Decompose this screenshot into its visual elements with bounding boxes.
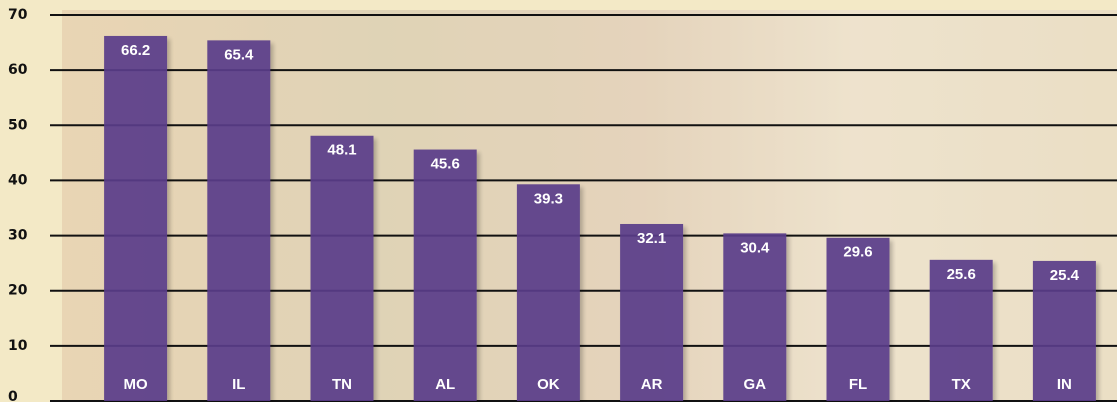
value-label: 65.4	[224, 46, 254, 63]
bar	[1032, 260, 1096, 401]
y-tick-label: 10	[8, 338, 28, 354]
y-tick-label: 0	[8, 389, 18, 402]
x-tick-label: AL	[435, 376, 455, 393]
y-tick-label: 30	[8, 228, 28, 244]
bar	[620, 223, 684, 401]
value-label: 29.6	[843, 244, 872, 261]
x-tick-label: IN	[1057, 376, 1072, 393]
y-tick-label: 60	[8, 62, 28, 78]
x-tick-label: OK	[537, 376, 560, 393]
x-tick-label: GA	[744, 376, 767, 393]
x-tick-label: FL	[849, 376, 867, 393]
value-label: 48.1	[327, 142, 356, 159]
x-tick-label: IL	[232, 376, 245, 393]
bar	[929, 259, 993, 401]
x-tick-label: TX	[952, 376, 971, 393]
value-label: 25.4	[1050, 267, 1080, 284]
value-label: 66.2	[121, 42, 150, 59]
x-tick-label: AR	[641, 376, 663, 393]
value-label: 30.4	[740, 239, 770, 256]
value-label: 25.6	[947, 266, 976, 283]
value-label: 32.1	[637, 230, 666, 247]
x-tick-label: MO	[124, 376, 148, 393]
value-label: 45.6	[431, 156, 460, 173]
bar	[723, 233, 787, 401]
y-tick-label: 50	[8, 117, 28, 133]
x-tick-label: TN	[332, 376, 352, 393]
y-tick-label: 40	[8, 172, 28, 188]
bar	[104, 35, 168, 401]
bar	[207, 40, 271, 401]
y-tick-label: 70	[8, 7, 28, 23]
bar	[516, 184, 580, 401]
value-label: 39.3	[534, 190, 563, 207]
bar	[413, 149, 477, 401]
bar	[826, 237, 890, 401]
bar	[310, 135, 374, 401]
y-tick-label: 20	[8, 283, 28, 299]
